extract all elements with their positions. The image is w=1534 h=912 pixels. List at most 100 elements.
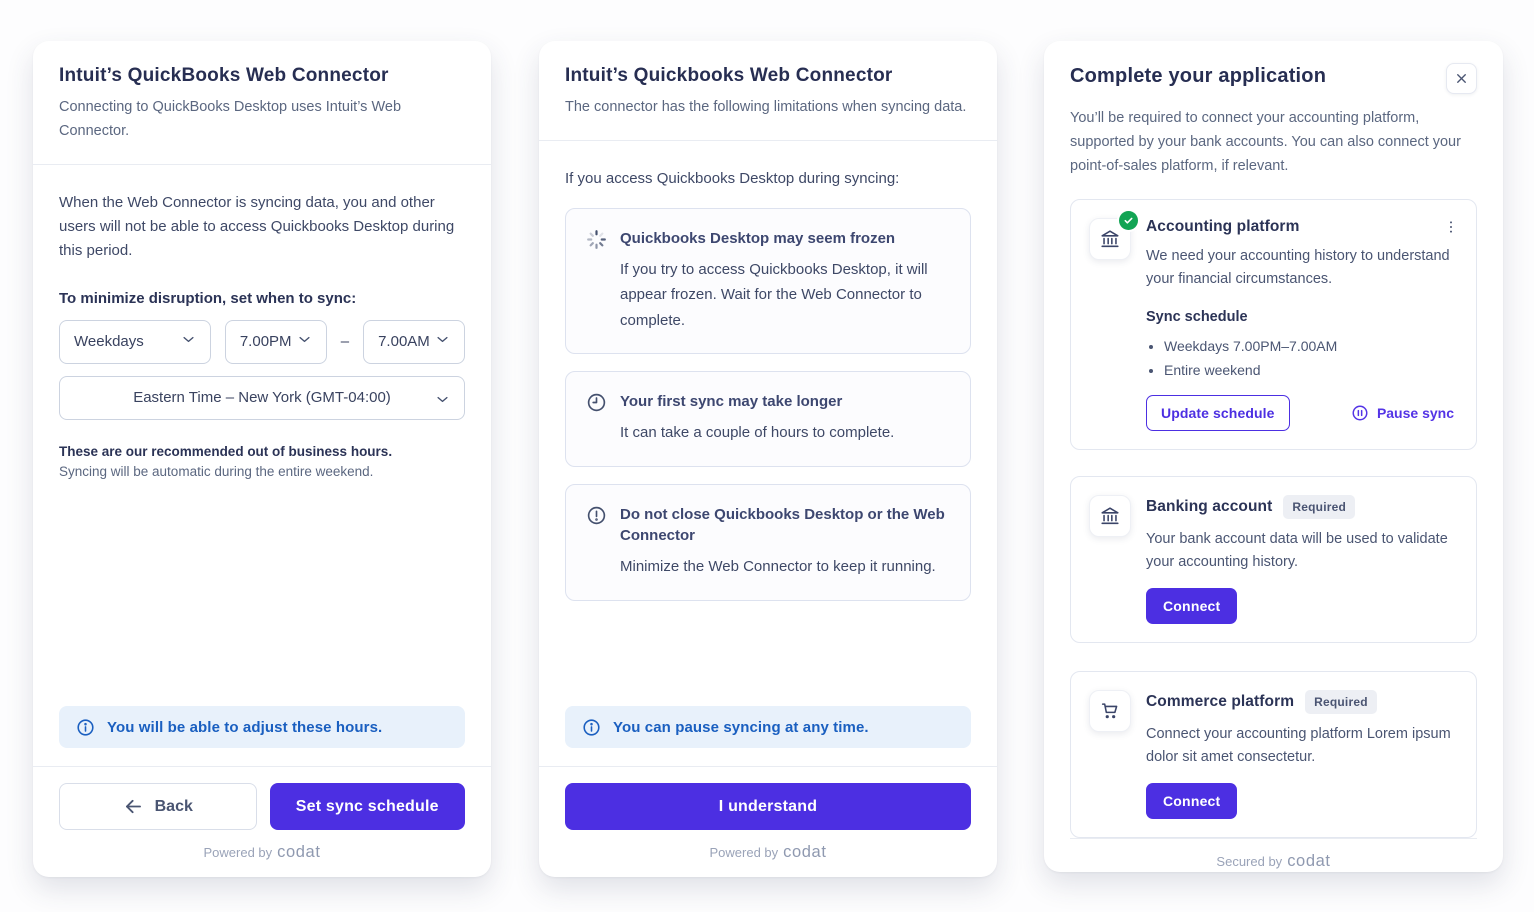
start-time-value: 7.00PM: [239, 333, 292, 351]
codat-logo: codat: [277, 843, 321, 861]
bank-icon: [1099, 228, 1121, 250]
secured-by-label: Secured by: [1216, 853, 1283, 869]
i-understand-button[interactable]: I understand: [565, 783, 971, 830]
timezone-select[interactable]: Eastern Time – New York (GMT-04:00): [59, 375, 465, 420]
pause-sync-button[interactable]: Pause sync: [1347, 404, 1458, 422]
card-title: Accounting platform: [1146, 217, 1300, 235]
accounting-icon-tile: [1089, 210, 1138, 260]
alert-icon: [586, 505, 607, 580]
chevron-down-icon: [297, 332, 312, 351]
powered-by: Powered by codat: [565, 830, 971, 877]
card-title: Commerce platform: [1146, 692, 1295, 710]
sync-schedule-item: Weekdays 7.00PM–7.00AM: [1164, 334, 1458, 359]
codat-logo: codat: [783, 843, 827, 861]
chevron-down-icon: [435, 332, 450, 351]
recommendation-note-body: Syncing will be automatic during the ent…: [59, 463, 374, 479]
chevron-down-icon: [181, 332, 196, 351]
i-understand-label: I understand: [718, 797, 818, 815]
limitation-item-do-not-close: Do not close Quickbooks Desktop or the W…: [565, 483, 971, 601]
limitation-body: It can take a couple of hours to complet…: [620, 424, 895, 442]
panel-header: Complete your application You’ll be requ…: [1044, 41, 1503, 179]
required-badge: Required: [1305, 689, 1377, 714]
powered-by-label: Powered by: [709, 845, 779, 860]
timezone-value: Eastern Time – New York (GMT-04:00): [133, 389, 391, 407]
secured-by-footer: Secured by codat: [1070, 837, 1477, 886]
limitation-body: Minimize the Web Connector to keep it ru…: [620, 558, 936, 576]
card-body: Your bank account data will be used to v…: [1146, 530, 1448, 571]
commerce-icon-tile: [1089, 689, 1131, 732]
connect-commerce-button[interactable]: Connect: [1146, 782, 1238, 819]
shopping-cart-icon: [1099, 700, 1121, 722]
end-time-select[interactable]: 7.00AM: [363, 319, 465, 364]
frequency-value: Weekdays: [74, 333, 144, 351]
limitation-title: Do not close Quickbooks Desktop or the W…: [620, 505, 945, 545]
limitation-body: If you try to access Quickbooks Desktop,…: [620, 260, 928, 329]
info-icon: [76, 718, 95, 737]
connected-check-icon: [1119, 210, 1138, 230]
page-title: Complete your application: [1070, 65, 1327, 87]
card-menu-button[interactable]: [1440, 216, 1462, 238]
sync-schedule-heading: Sync schedule: [1146, 308, 1248, 325]
intro-text: If you access Quickbooks Desktop during …: [565, 169, 900, 187]
connect-label: Connect: [1163, 792, 1221, 809]
info-banner-text: You will be able to adjust these hours.: [107, 718, 383, 736]
sync-schedule-list: Weekdays 7.00PM–7.00AM Entire weekend: [1146, 334, 1458, 383]
page-title: Intuit’s Quickbooks Web Connector: [565, 65, 893, 86]
intro-text: When the Web Connector is syncing data, …: [59, 193, 455, 260]
spacer: [59, 479, 465, 706]
limitation-title: Quickbooks Desktop may seem frozen: [620, 230, 896, 248]
info-icon: [582, 718, 601, 737]
accounting-platform-card: Accounting platform We need your account…: [1070, 198, 1477, 450]
panel-header: Intuit’s QuickBooks Web Connector Connec…: [33, 41, 491, 165]
info-banner: You can pause syncing at any time.: [565, 706, 971, 748]
sync-time-label: To minimize disruption, set when to sync…: [59, 289, 357, 307]
arrow-left-icon: [123, 796, 144, 817]
limitation-item-first-sync: Your first sync may take longer It can t…: [565, 371, 971, 467]
recommendation-note-title: These are our recommended out of busines…: [59, 443, 393, 459]
limitation-item-frozen: Quickbooks Desktop may seem frozen If yo…: [565, 208, 971, 355]
update-schedule-button[interactable]: Update schedule: [1146, 394, 1290, 431]
page-title: Intuit’s QuickBooks Web Connector: [59, 65, 389, 86]
info-banner-text: You can pause syncing at any time.: [613, 718, 869, 736]
panel-header: Intuit’s Quickbooks Web Connector The co…: [539, 41, 997, 141]
back-button[interactable]: Back: [59, 783, 257, 830]
start-time-select[interactable]: 7.00PM: [224, 319, 327, 364]
connect-banking-button[interactable]: Connect: [1146, 587, 1238, 624]
powered-by: Powered by codat: [59, 830, 465, 877]
sync-schedule-panel: Intuit’s QuickBooks Web Connector Connec…: [33, 41, 491, 877]
complete-application-panel: Complete your application You’ll be requ…: [1044, 41, 1503, 872]
spinner-icon: [586, 229, 607, 333]
pause-icon: [1351, 404, 1369, 422]
back-button-label: Back: [154, 797, 193, 815]
page-subtitle: Connecting to QuickBooks Desktop uses In…: [59, 99, 402, 139]
connect-label: Connect: [1163, 597, 1221, 614]
end-time-value: 7.00AM: [378, 333, 430, 351]
banking-icon-tile: [1089, 494, 1131, 537]
panel-description: You’ll be required to connect your accou…: [1070, 110, 1461, 174]
required-badge: Required: [1283, 494, 1355, 519]
spacer: [565, 601, 971, 706]
close-icon: [1454, 71, 1469, 86]
panel-footer: Back Set sync schedule Powered by codat: [33, 766, 491, 877]
info-banner: You will be able to adjust these hours.: [59, 706, 465, 748]
close-button[interactable]: [1446, 63, 1477, 94]
chevron-down-icon: [435, 392, 450, 411]
banking-account-card: Banking account Required Your bank accou…: [1070, 475, 1477, 643]
card-title: Banking account: [1146, 497, 1273, 515]
card-body: Connect your accounting platform Lorem i…: [1146, 725, 1451, 766]
page-subtitle: The connector has the following limitati…: [565, 99, 967, 115]
clock-icon: [586, 392, 607, 445]
update-schedule-label: Update schedule: [1161, 404, 1275, 421]
time-range-separator: –: [340, 333, 350, 351]
limitations-panel: Intuit’s Quickbooks Web Connector The co…: [539, 41, 997, 877]
set-sync-schedule-button[interactable]: Set sync schedule: [269, 783, 465, 830]
panel-footer: I understand Powered by codat: [539, 766, 997, 877]
pause-sync-label: Pause sync: [1376, 404, 1454, 421]
set-sync-schedule-label: Set sync schedule: [295, 797, 439, 815]
card-body: We need your accounting history to under…: [1146, 247, 1450, 288]
frequency-select[interactable]: Weekdays: [59, 319, 211, 364]
codat-logo: codat: [1287, 851, 1331, 870]
powered-by-label: Powered by: [203, 845, 273, 860]
sync-time-row: Weekdays 7.00PM – 7.00AM: [59, 319, 465, 364]
